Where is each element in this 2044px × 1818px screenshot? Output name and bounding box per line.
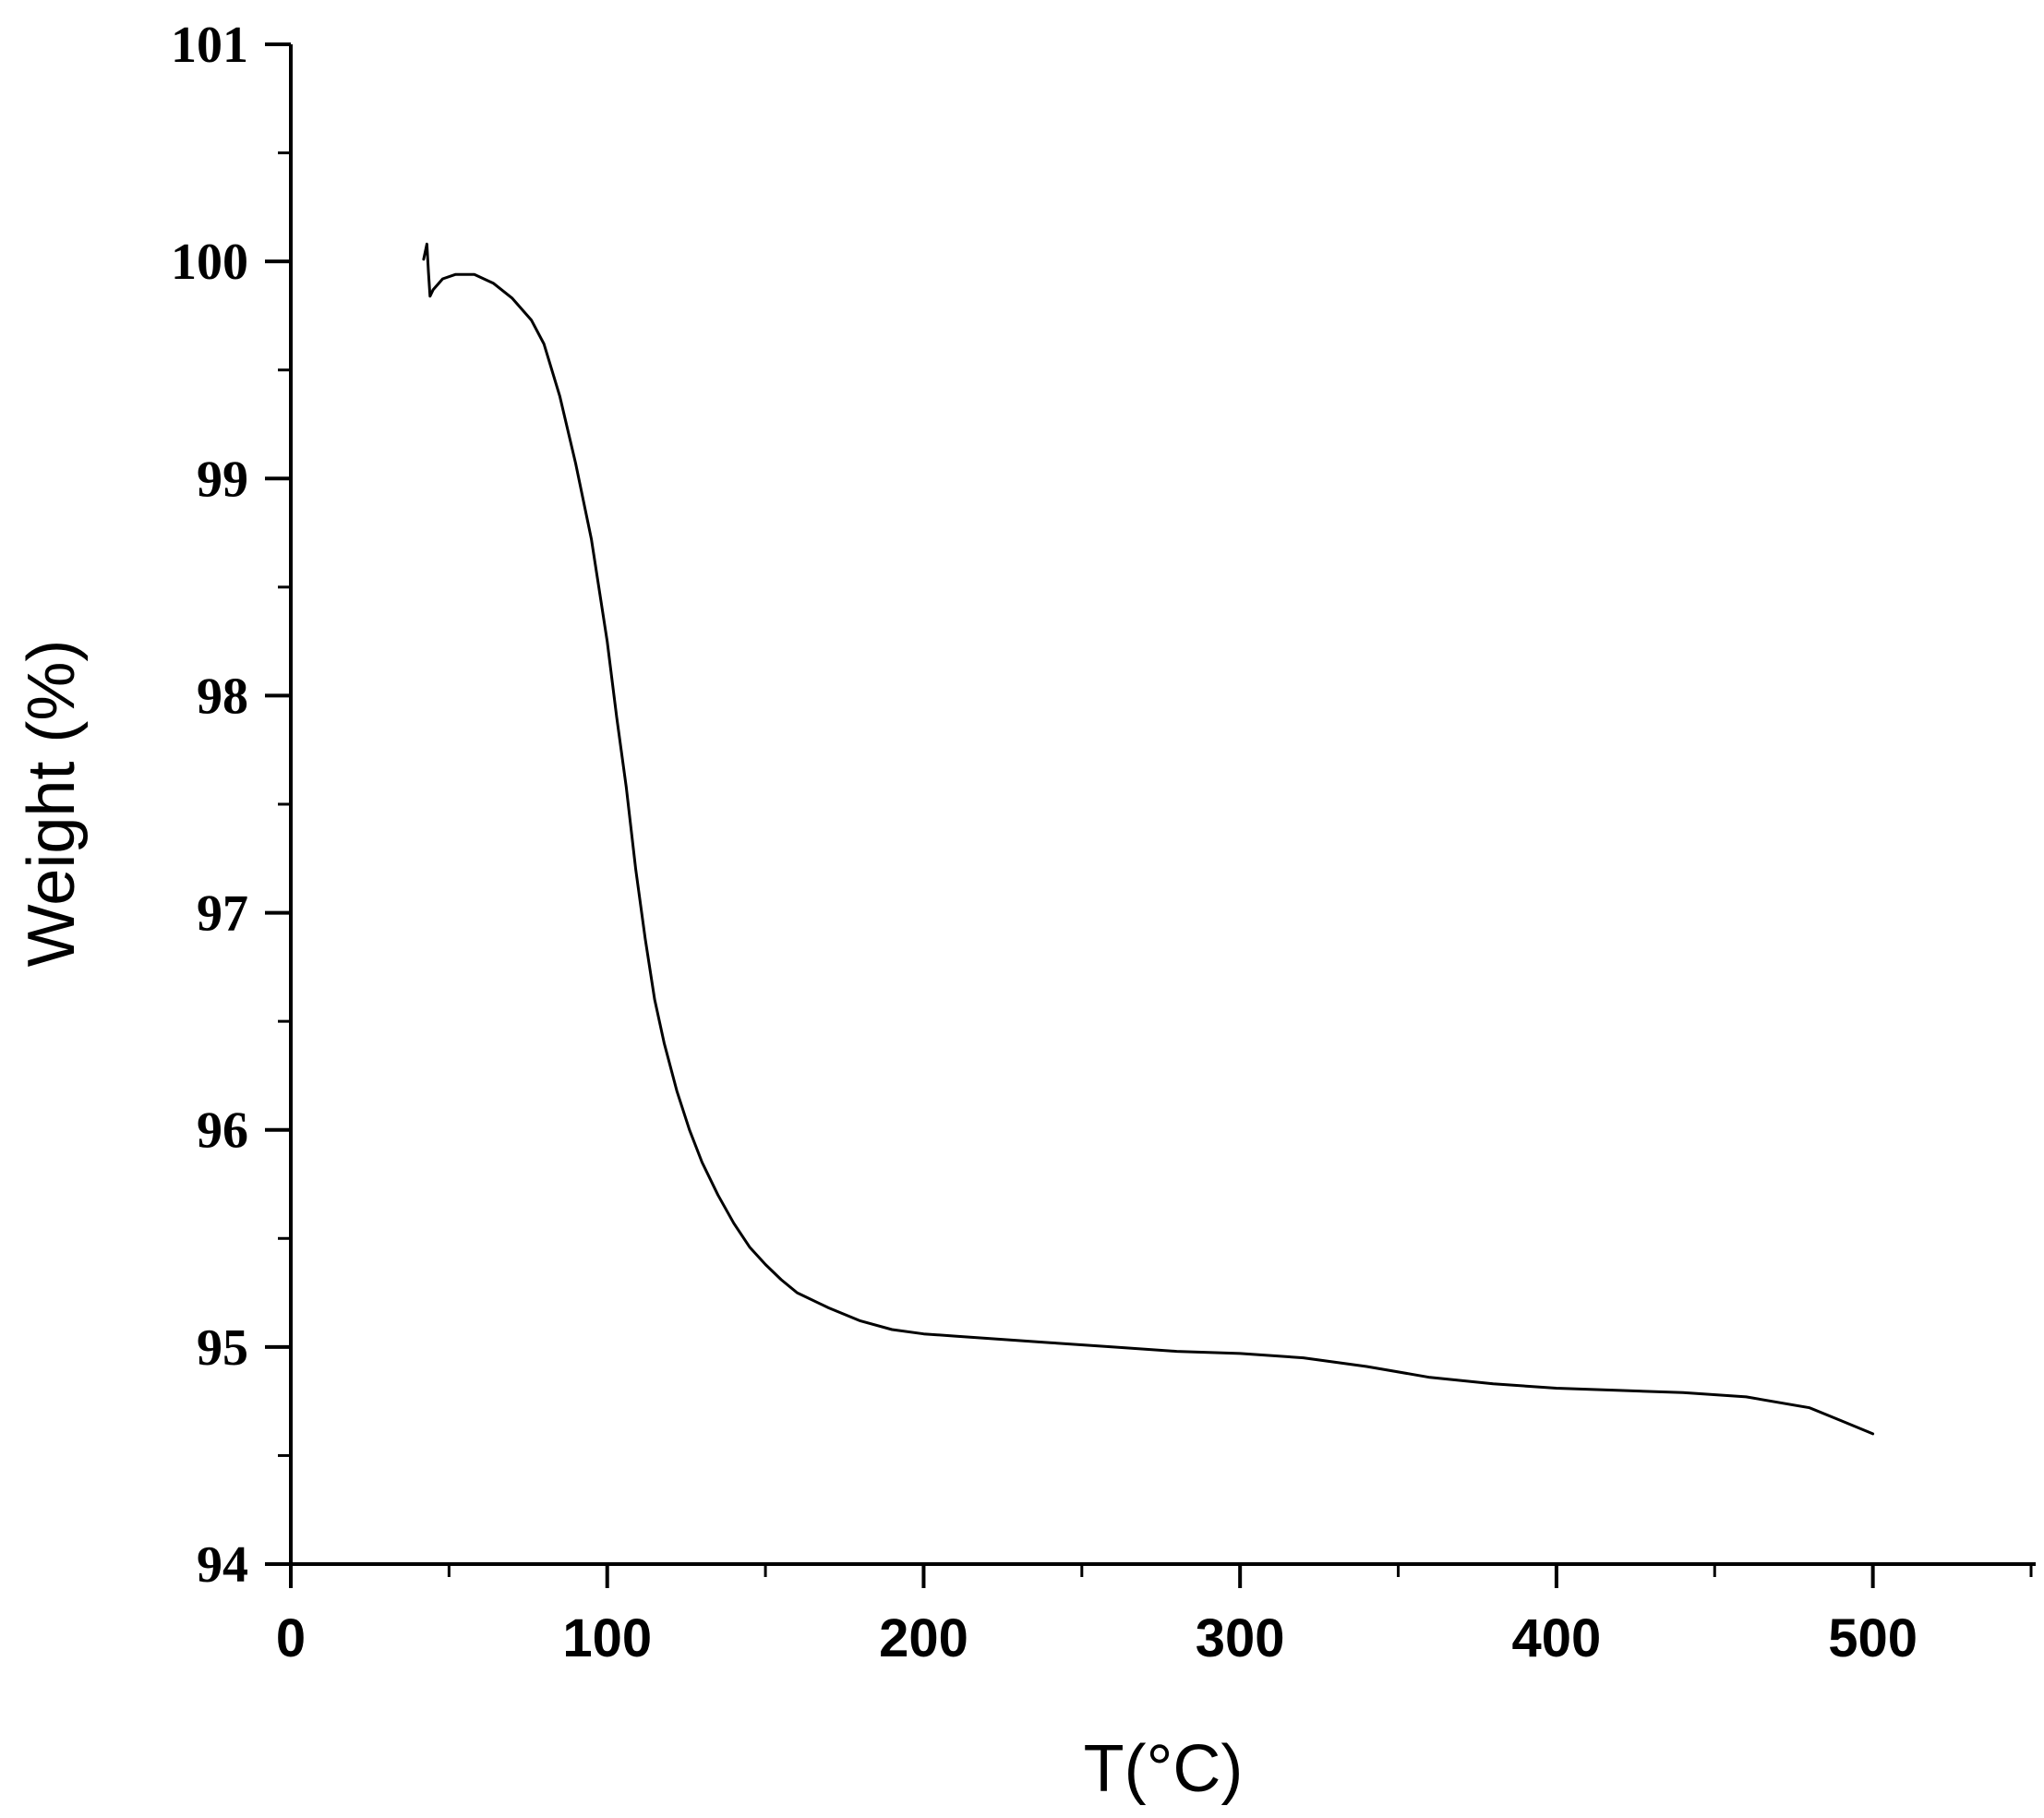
y-tick-label: 94 xyxy=(197,1536,248,1594)
y-tick-label: 99 xyxy=(197,451,248,508)
y-tick-label: 95 xyxy=(197,1319,248,1377)
x-axis-minor-ticks xyxy=(447,1564,2033,1577)
y-tick-label: 100 xyxy=(171,234,248,291)
x-axis-major-ticks xyxy=(289,1564,1875,1588)
y-tick-label: 96 xyxy=(197,1102,248,1160)
y-tick-label: 97 xyxy=(197,885,248,943)
y-tick-label: 98 xyxy=(197,668,248,725)
x-tick-label: 500 xyxy=(1828,1608,1918,1668)
x-axis-tick-labels: 0 100 200 300 400 500 xyxy=(276,1608,1918,1668)
y-axis-major-ticks xyxy=(265,42,291,1566)
x-axis-title: T(°C) xyxy=(1084,1732,1244,1806)
x-tick-label: 300 xyxy=(1196,1608,1285,1668)
x-tick-label: 0 xyxy=(276,1608,306,1668)
series-group xyxy=(422,242,1875,1436)
y-axis-tick-labels: 94 95 96 97 98 99 100 101 xyxy=(171,17,248,1594)
x-tick-label: 100 xyxy=(562,1608,652,1668)
y-axis-minor-ticks xyxy=(278,151,291,1457)
y-tick-label: 101 xyxy=(171,17,248,74)
series-line-1 xyxy=(422,242,1875,1436)
x-tick-label: 200 xyxy=(879,1608,968,1668)
x-tick-label: 400 xyxy=(1512,1608,1602,1668)
y-axis-title: Weight (%) xyxy=(15,640,89,968)
